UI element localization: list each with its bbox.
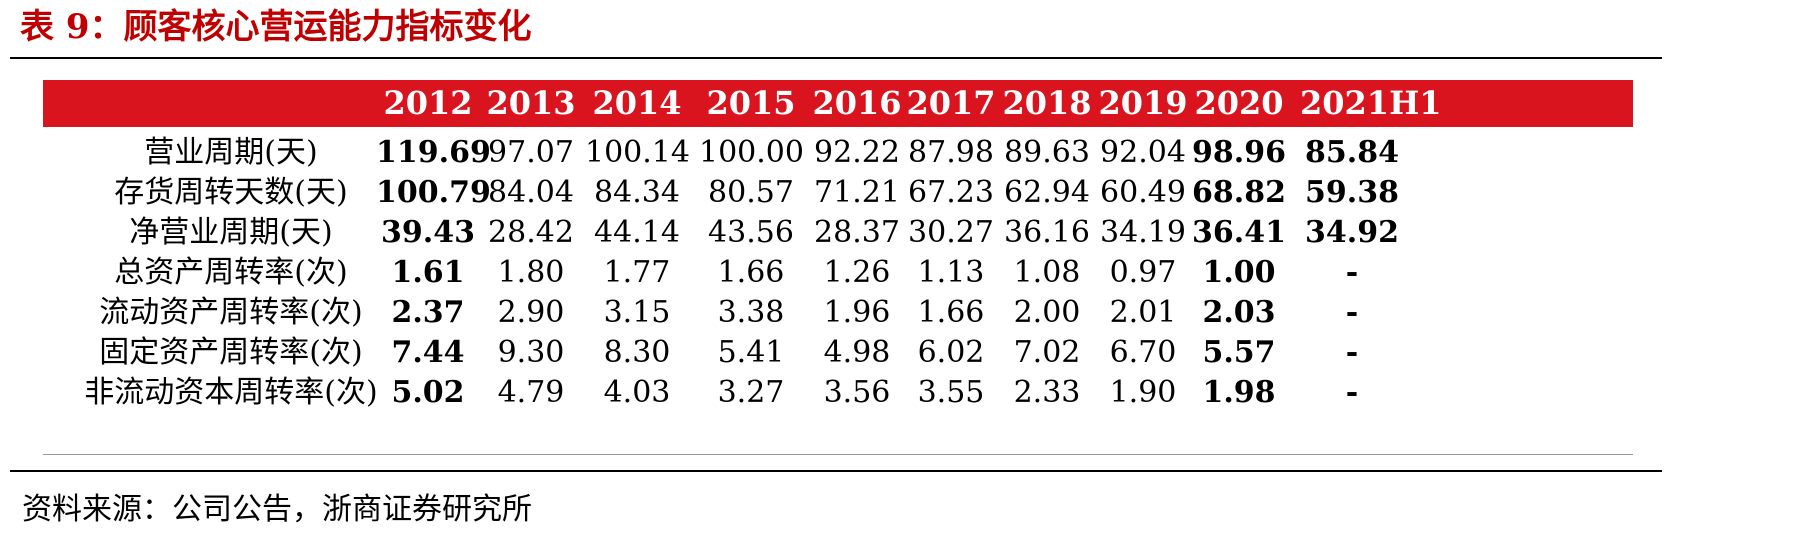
row-label: 固定资产周转率(次) <box>99 335 363 370</box>
table-cell: 43.56 <box>708 215 794 250</box>
table-cell: 85.84 <box>1305 135 1399 170</box>
column-header: 2020 <box>1194 84 1284 122</box>
column-header: 2012 <box>383 84 473 122</box>
table-cell: 2.90 <box>497 295 565 330</box>
table-cell: 36.41 <box>1192 215 1286 250</box>
row-label: 净营业周期(天) <box>129 215 333 250</box>
table-cell: 62.94 <box>1004 175 1090 210</box>
table-cell: 1.90 <box>1109 375 1177 410</box>
table-cell: 9.30 <box>497 335 565 370</box>
table-cell: - <box>1345 255 1359 290</box>
source-note: 资料来源：公司公告，浙商证券研究所 <box>22 492 532 527</box>
table-cell: 28.37 <box>814 215 900 250</box>
table-cell: 1.96 <box>823 295 891 330</box>
table-cell: 6.70 <box>1109 335 1177 370</box>
table-cell: 89.63 <box>1004 135 1090 170</box>
table-cell: 100.14 <box>585 135 690 170</box>
table-cell: 59.38 <box>1305 175 1399 210</box>
column-header: 2016 <box>812 84 902 122</box>
table-cell: 97.07 <box>488 135 574 170</box>
table-cell: 7.02 <box>1013 335 1081 370</box>
table-cell: 67.23 <box>908 175 994 210</box>
table-cell: 60.49 <box>1100 175 1186 210</box>
table-cell: 71.21 <box>814 175 900 210</box>
column-header: 2018 <box>1002 84 1092 122</box>
table-cell: - <box>1345 295 1359 330</box>
table-cell: 1.13 <box>917 255 985 290</box>
column-header: 2014 <box>592 84 682 122</box>
table-cell: 92.04 <box>1100 135 1186 170</box>
table-cell: 3.56 <box>823 375 891 410</box>
table-cell: 80.57 <box>708 175 794 210</box>
table-cell: 5.41 <box>717 335 785 370</box>
table-cell: 28.42 <box>488 215 574 250</box>
table-cell: 4.98 <box>823 335 891 370</box>
table-header-row: 2012 2013 2014 2015 2016 2017 2018 2019 2020 2021… <box>43 80 1633 127</box>
top-rule <box>10 57 1662 59</box>
table-cell: 4.79 <box>497 375 565 410</box>
row-label: 流动资产周转率(次) <box>99 295 363 330</box>
table-cell: 84.04 <box>488 175 574 210</box>
table-cell: 4.03 <box>603 375 671 410</box>
table-cell: 1.08 <box>1013 255 1081 290</box>
column-header: 2019 <box>1098 84 1188 122</box>
table-cell: 39.43 <box>381 215 475 250</box>
table-cell: 1.66 <box>717 255 785 290</box>
table-cell: 34.19 <box>1100 215 1186 250</box>
table-cell: 2.01 <box>1109 295 1177 330</box>
table-cell: 1.26 <box>823 255 891 290</box>
table-cell: 3.38 <box>717 295 785 330</box>
row-label: 存货周转天数(天) <box>114 175 348 210</box>
table-cell: 92.22 <box>814 135 900 170</box>
table-cell: - <box>1345 375 1359 410</box>
table-cell: 34.92 <box>1305 215 1399 250</box>
table-cell: 100.00 <box>699 135 804 170</box>
table-cell: 98.96 <box>1192 135 1286 170</box>
bottom-rule <box>10 470 1662 472</box>
table-cell: 3.15 <box>603 295 671 330</box>
table-cell: 100.79 <box>376 175 491 210</box>
row-label: 营业周期(天) <box>144 135 318 170</box>
table-cell: 2.03 <box>1202 295 1276 330</box>
table-cell: 8.30 <box>603 335 671 370</box>
table-cell: 1.61 <box>391 255 465 290</box>
table-cell: 1.98 <box>1202 375 1276 410</box>
table-caption: 表 9：顾客核心营运能力指标变化 <box>20 7 532 47</box>
table-cell: 5.57 <box>1202 335 1276 370</box>
table-cell: 1.80 <box>497 255 565 290</box>
table-cell: 3.27 <box>717 375 785 410</box>
table-cell: 119.69 <box>376 135 491 170</box>
table-cell: 0.97 <box>1109 255 1177 290</box>
table-cell: 44.14 <box>594 215 680 250</box>
ratio-table: 2012 2013 2014 2015 2016 2017 2018 2019 2020 2021… <box>43 80 1633 455</box>
table-cell: 1.00 <box>1202 255 1276 290</box>
table-cell: 1.77 <box>603 255 671 290</box>
column-header: 2013 <box>486 84 576 122</box>
table-cell: 68.82 <box>1192 175 1286 210</box>
table-cell: 3.55 <box>917 375 985 410</box>
column-header: 2015 <box>706 84 796 122</box>
table-cell: 2.33 <box>1013 375 1081 410</box>
table-cell: 87.98 <box>908 135 994 170</box>
table-cell: 2.00 <box>1013 295 1081 330</box>
table-cell: 7.44 <box>391 335 465 370</box>
table-cell: 5.02 <box>391 375 465 410</box>
table-cell: 6.02 <box>917 335 985 370</box>
table-cell: 30.27 <box>908 215 994 250</box>
column-header: 2021H1 <box>1300 84 1442 122</box>
row-label: 总资产周转率(次) <box>114 255 348 290</box>
table-cell: - <box>1345 335 1359 370</box>
table-cell: 2.37 <box>391 295 465 330</box>
table-cell: 1.66 <box>917 295 985 330</box>
row-label: 非流动资本周转率(次) <box>84 375 378 410</box>
table-cell: 36.16 <box>1004 215 1090 250</box>
column-header: 2017 <box>906 84 996 122</box>
table-cell: 84.34 <box>594 175 680 210</box>
